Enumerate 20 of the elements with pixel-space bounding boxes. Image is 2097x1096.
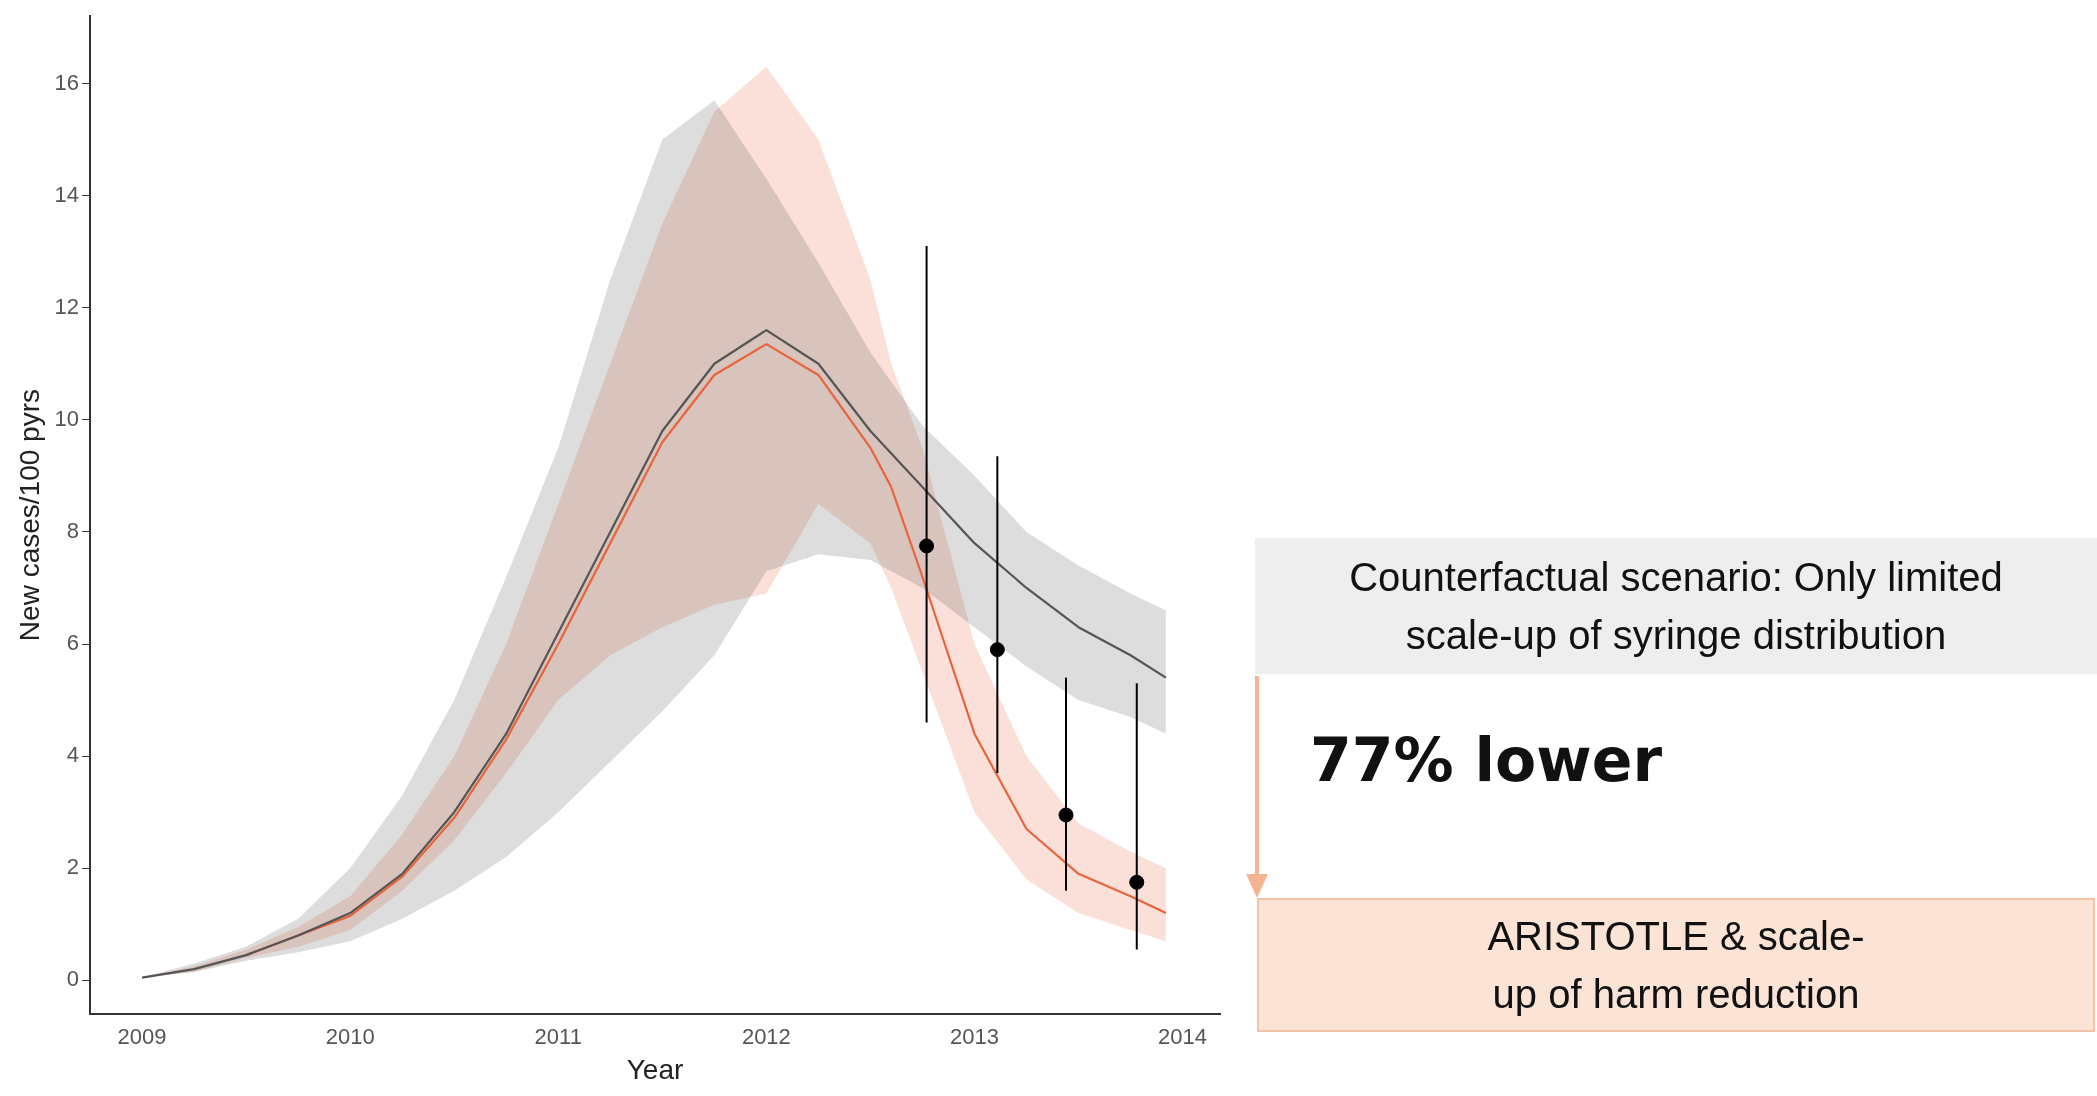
text: ARISTOTLE & scale-up of harm reduction <box>1257 898 2095 1032</box>
y-axis-title: New cases/100 pyrs <box>13 389 45 642</box>
y-tick-label: 10 <box>54 405 80 431</box>
x-tick-label: 2012 <box>741 1024 791 1050</box>
y-tick-label: 16 <box>54 69 80 95</box>
y-tick-label: 14 <box>54 181 80 207</box>
y-tick-label: 4 <box>66 742 80 768</box>
y-tick-label: 8 <box>66 517 80 543</box>
text: Counterfactual scenario: Only limited scale-up of syringe distribution <box>1255 538 2097 674</box>
x-tick-label: 2009 <box>117 1024 167 1050</box>
y-tick-label: 12 <box>54 293 80 319</box>
y-tick-label: 0 <box>66 966 80 992</box>
y-tick-label: 2 <box>66 854 80 880</box>
x-tick-label: 2013 <box>949 1024 999 1050</box>
y-tick-label: 6 <box>66 630 80 656</box>
x-tick-label: 2011 <box>534 1024 582 1050</box>
x-axis-title: Year <box>626 1053 684 1085</box>
x-tick-label: 2014 <box>1158 1024 1208 1050</box>
text: 77% lower <box>1310 725 1663 795</box>
x-tick-label: 2010 <box>325 1024 375 1050</box>
